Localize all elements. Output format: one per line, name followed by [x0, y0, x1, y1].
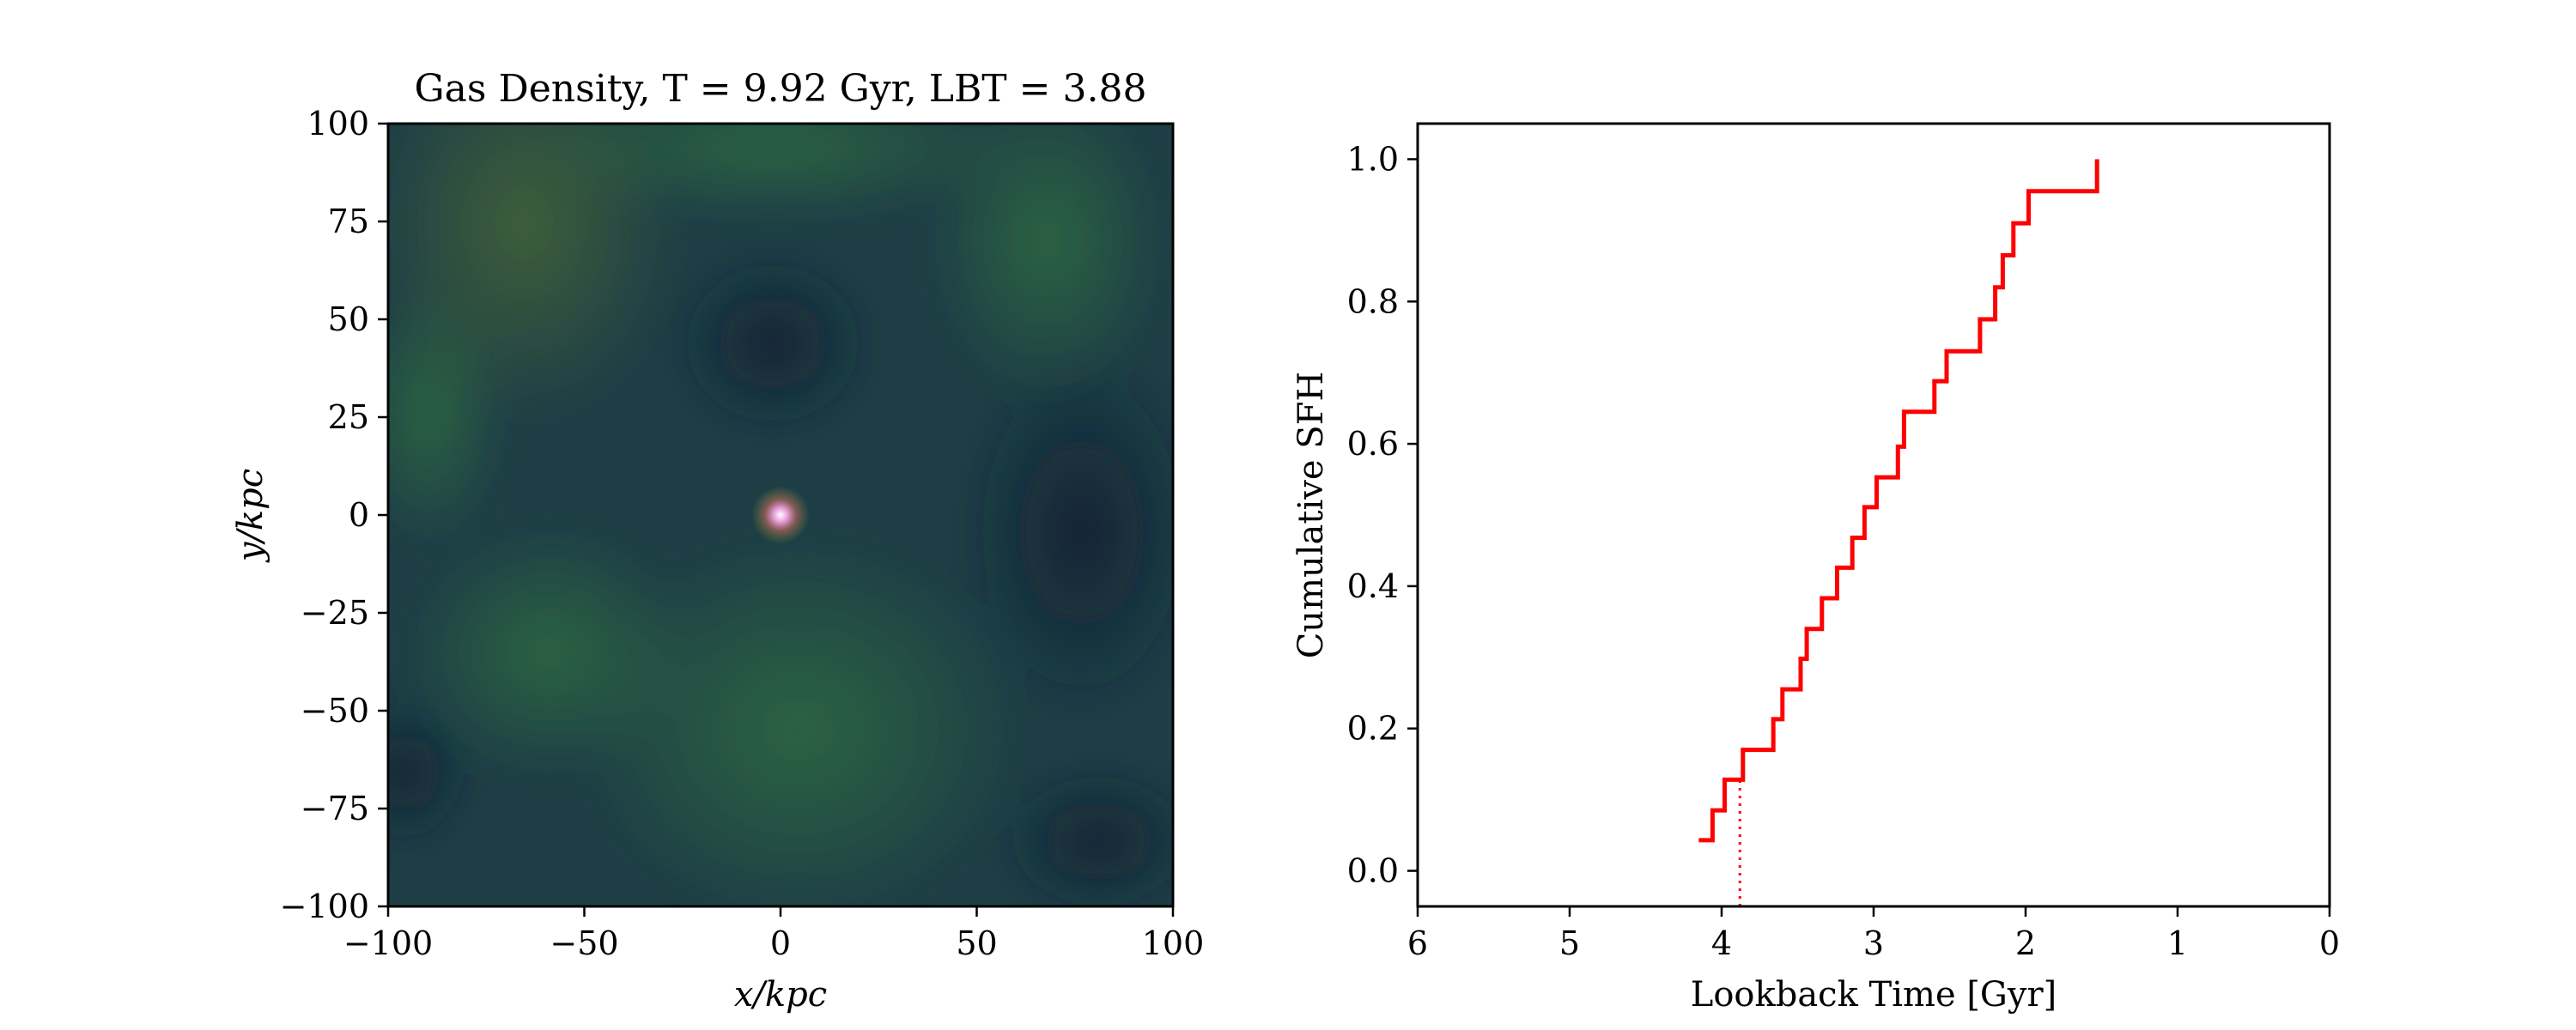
sfh-y-tick-label: 0.0: [1347, 852, 1399, 890]
sfh-y-tick-label: 0.4: [1347, 567, 1399, 605]
gas-filament-lower-left: [404, 524, 696, 781]
sfh-x-tick-label: 0: [2319, 924, 2340, 962]
sfh-y-tick-label: 1.0: [1347, 140, 1399, 178]
density-x-tick-label: −100: [343, 924, 433, 962]
void-lower-left: [388, 695, 472, 850]
galaxy-core: [751, 486, 810, 544]
sfh-x-tick-label: 6: [1407, 924, 1428, 962]
sfh-x-tick-label: 1: [2167, 924, 2188, 962]
density-y-tick-label: 100: [307, 105, 369, 142]
density-y-tick-label: 50: [328, 300, 369, 338]
density-y-tick-label: −25: [301, 594, 369, 632]
void-right: [962, 343, 1173, 721]
sfh-ylabel: Cumulative SFH: [1291, 372, 1331, 659]
sfh-x-ticks: 6 5 4 3 2 1 0: [1407, 906, 2340, 962]
void-lower-right: [996, 764, 1173, 906]
density-title: Gas Density, T = 9.92 Gyr, LBT = 3.88: [415, 67, 1147, 111]
density-x-ticks: −100 −50 0 50 100: [343, 906, 1204, 962]
density-x-tick-label: 50: [956, 924, 997, 962]
sfh-y-ticks: 0.0 0.2 0.4 0.6 0.8 1.0: [1347, 140, 1418, 890]
gas-filament-top: [515, 124, 1030, 223]
sfh-y-tick-label: 0.6: [1347, 425, 1399, 463]
sfh-x-tick-label: 3: [1863, 924, 1884, 962]
sfh-y-tick-label: 0.2: [1347, 710, 1399, 748]
sfh-x-tick-label: 4: [1711, 924, 1732, 962]
density-xlabel: x/kpc: [734, 975, 827, 1015]
density-x-tick-label: −50: [550, 924, 618, 962]
density-y-tick-label: −75: [301, 790, 369, 827]
density-y-tick-label: 75: [328, 203, 369, 240]
sfh-panel: 6 5 4 3 2 1 0 0.0 0.2 0.4 0.6 0.8 1.0 Lookback Time…: [1291, 122, 2340, 1015]
sfh-x-tick-label: 5: [1559, 924, 1580, 962]
void-upper-center: [670, 249, 876, 438]
sfh-x-tick-label: 2: [2015, 924, 2036, 962]
density-y-tick-label: −100: [280, 888, 369, 925]
sfh-plot-area: [1418, 124, 2330, 906]
gas-filament-upper-right: [927, 124, 1168, 403]
density-y-ticks: −100 −75 −50 −25 0 25 50 75 100: [280, 105, 388, 925]
density-y-tick-label: 0: [349, 496, 369, 534]
density-panel: Gas Density, T = 9.92 Gyr, LBT = 3.88 −1…: [231, 67, 1204, 1015]
density-x-tick-label: 0: [770, 924, 791, 962]
density-ylabel: y/kpc: [231, 469, 270, 563]
sfh-step-line: [1698, 159, 2099, 843]
density-x-tick-label: 100: [1142, 924, 1205, 962]
density-map: [388, 124, 1173, 906]
gas-filament-left: [388, 275, 507, 549]
density-y-tick-label: −50: [301, 692, 369, 730]
sfh-y-tick-label: 0.8: [1347, 282, 1399, 320]
sfh-xlabel: Lookback Time [Gyr]: [1691, 975, 2057, 1015]
density-y-tick-label: 25: [328, 398, 369, 436]
